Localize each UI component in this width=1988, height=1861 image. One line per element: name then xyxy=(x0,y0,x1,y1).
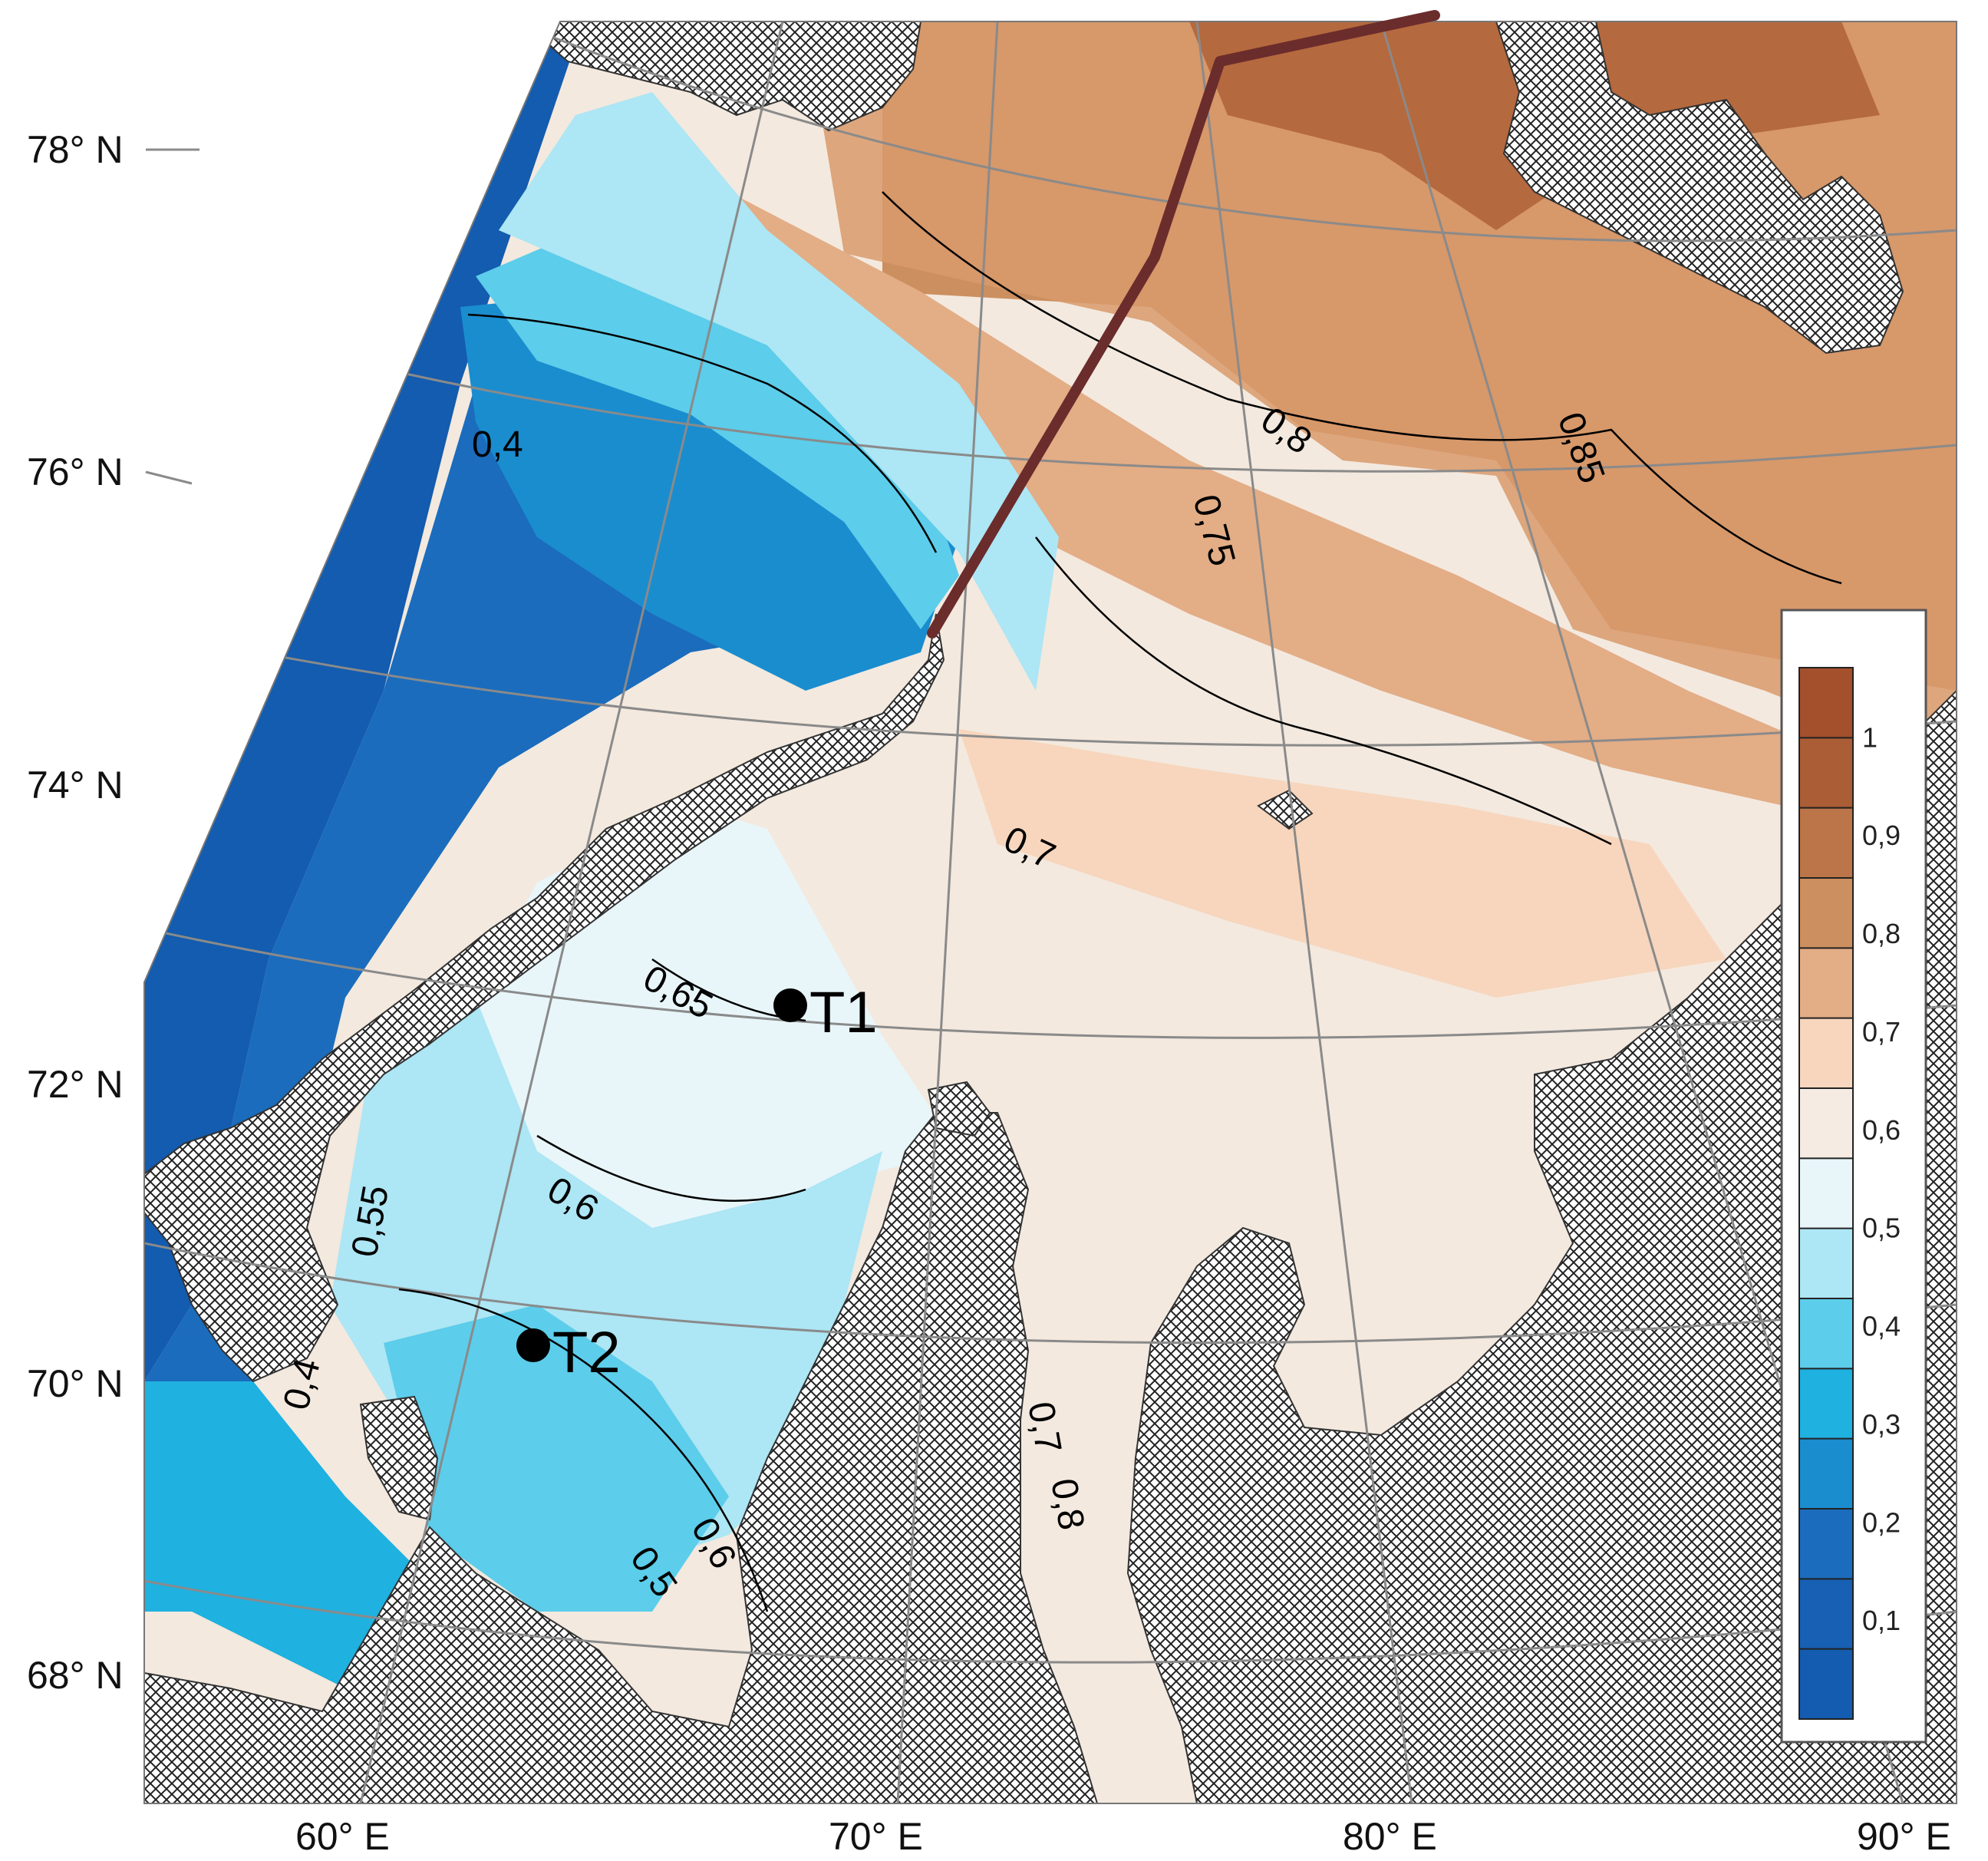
legend-swatch xyxy=(1799,737,1853,809)
parallel-70 xyxy=(144,1242,1957,1345)
station-t1-marker[interactable] xyxy=(773,988,807,1022)
legend-label: 0,6 xyxy=(1862,1114,1901,1146)
legend-swatches xyxy=(1798,667,1854,1720)
lat-label-70: 70° N xyxy=(27,1362,124,1405)
lon-label-70: 70° E xyxy=(829,1815,923,1858)
legend-swatch xyxy=(1799,1228,1853,1299)
shade-0-3 xyxy=(144,21,583,1381)
legend-label: 0,9 xyxy=(1862,820,1901,851)
legend-swatch xyxy=(1799,1438,1853,1510)
legend-swatch xyxy=(1799,1158,1853,1229)
land-franz-josef xyxy=(519,21,922,132)
meridian-70 xyxy=(896,21,999,1803)
legend-swatch xyxy=(1799,878,1853,949)
legend-swatch xyxy=(1799,1579,1853,1650)
legend-swatch xyxy=(1799,948,1853,1019)
land-small-island xyxy=(1257,789,1314,830)
land-masses xyxy=(144,21,1957,1803)
legend-swatch xyxy=(1799,807,1853,879)
shade-0-5-kara xyxy=(384,1305,729,1612)
shade-0-7 xyxy=(959,729,1726,998)
station-t1-label: T1 xyxy=(809,980,878,1045)
station-t2-label: T2 xyxy=(552,1320,621,1385)
route-line xyxy=(927,10,1440,638)
land-vaygach xyxy=(359,1395,439,1521)
latitude-labels: 78° N 76° N 74° N 72° N 70° N 68° N xyxy=(27,128,199,1697)
shade-0-75 xyxy=(729,192,1957,844)
legend-swatch xyxy=(1799,1298,1853,1369)
legend-swatch xyxy=(1799,668,1853,738)
lon-label-80: 80° E xyxy=(1343,1815,1437,1858)
legend-label: 0,4 xyxy=(1862,1311,1901,1342)
contour-label: 0,4 xyxy=(472,424,523,465)
legend-label: 0,7 xyxy=(1862,1016,1901,1048)
contour-label: 0,7 xyxy=(1020,1399,1069,1457)
station-t2-marker[interactable] xyxy=(516,1328,550,1362)
legend-swatch xyxy=(1799,1088,1853,1159)
lat-label-76: 76° N xyxy=(27,450,124,493)
stations: T1 T2 xyxy=(516,980,878,1385)
legend-outline xyxy=(1798,667,1854,1720)
parallel-78 xyxy=(460,21,1957,243)
legend-swatch xyxy=(1799,1648,1853,1720)
land-novaya-zemlya xyxy=(144,613,945,1383)
legend-swatch xyxy=(1799,1509,1853,1579)
lat-label-74: 74° N xyxy=(27,764,124,807)
parallel-74 xyxy=(144,628,1957,747)
lat-label-72: 72° N xyxy=(27,1063,124,1106)
map-frame xyxy=(143,21,1957,1804)
legend-label: 0,5 xyxy=(1862,1213,1901,1244)
legend-label: 0,2 xyxy=(1862,1506,1901,1538)
legend-label: 0,8 xyxy=(1862,918,1901,949)
longitude-labels: 60° E 70° E 80° E 90° E xyxy=(295,1815,1951,1858)
legend-label: 0,3 xyxy=(1862,1408,1901,1440)
legend-swatch xyxy=(1799,1018,1853,1089)
legend-swatch xyxy=(1799,1368,1853,1440)
legend-label: 0,1 xyxy=(1862,1605,1901,1636)
parallel-72 xyxy=(144,927,1957,1039)
shade-0-5 xyxy=(476,230,959,629)
lat-label-68: 68° N xyxy=(27,1654,124,1697)
legend-label: 1 xyxy=(1862,721,1878,753)
color-legend: 1 0,9 0,8 0,7 0,6 0,5 0,4 0,3 0,2 0,1 xyxy=(1780,609,1927,1744)
meridian-60 xyxy=(359,21,784,1803)
lon-label-60: 60° E xyxy=(295,1815,390,1858)
contour-label: 0,8 xyxy=(1043,1476,1092,1533)
shade-0-55 xyxy=(499,92,1059,691)
meridian-80 xyxy=(1195,21,1413,1803)
parallel-68 xyxy=(144,1579,1957,1664)
lon-label-90: 90° E xyxy=(1857,1815,1951,1858)
graticule xyxy=(144,21,1957,1803)
legend-labels: 1 0,9 0,8 0,7 0,6 0,5 0,4 0,3 0,2 0,1 xyxy=(1862,721,1901,1636)
land-severnaya-zemlya xyxy=(1495,21,1904,355)
lat-label-78: 78° N xyxy=(27,128,124,171)
contour-lines xyxy=(398,191,1842,1612)
land-mainland xyxy=(144,688,1957,1803)
